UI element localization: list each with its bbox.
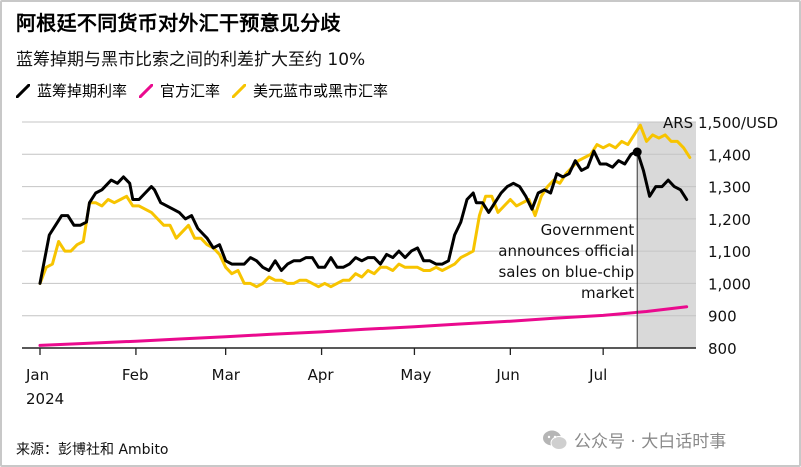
legend-line-icon xyxy=(139,83,154,98)
y-tick-label: 1,100 xyxy=(708,243,751,261)
legend-line-icon xyxy=(16,83,30,98)
x-tick-label: Jan xyxy=(25,366,49,384)
watermark-text: 公众号 · 大白话时事 xyxy=(574,432,727,452)
annotation-text: announces official xyxy=(498,242,634,260)
x-tick-label: Mar xyxy=(212,366,241,384)
annotation-text: sales on blue-chip xyxy=(498,263,634,281)
legend-label: 美元蓝市或黑市汇率 xyxy=(253,82,389,100)
x-year-label: 2024 xyxy=(26,390,64,408)
annotation-text: Government xyxy=(541,221,635,239)
chart-subtitle: 蓝筹掉期与黑市比索之间的利差扩大至约 10% xyxy=(16,50,366,70)
y-tick-label: 1,200 xyxy=(708,211,751,229)
series-line-blue-market xyxy=(38,123,692,289)
y-tick-label: 1,000 xyxy=(708,275,751,293)
series-line-official xyxy=(38,305,689,347)
legend-item-blue-chip: 蓝筹掉期利率 xyxy=(16,80,127,101)
wechat-icon xyxy=(543,430,568,450)
x-tick-label: May xyxy=(400,366,431,384)
y-tick-label: 800 xyxy=(708,340,737,358)
source-note: 来源：彭博社和 Ambito xyxy=(16,442,169,458)
legend-label: 蓝筹掉期利率 xyxy=(37,82,128,100)
y-tick-label: 1,300 xyxy=(708,179,751,197)
legend-item-blue-market: 美元蓝市或黑市汇率 xyxy=(232,80,388,101)
legend-item-official: 官方汇率 xyxy=(139,80,220,101)
annotation-dot xyxy=(632,147,642,157)
x-tick-label: Jul xyxy=(588,366,607,384)
x-tick-label: Jun xyxy=(495,366,519,384)
legend-label: 官方汇率 xyxy=(160,82,221,100)
legend: 蓝筹掉期利率 官方汇率 美元蓝市或黑市汇率 xyxy=(16,80,400,101)
x-tick-label: Apr xyxy=(308,366,335,384)
chart-title: 阿根廷不同货币对外汇干预意见分歧 xyxy=(16,11,341,35)
y-tick-label: 1,400 xyxy=(708,146,751,164)
annotation-text: market xyxy=(581,284,634,302)
x-tick-label: Feb xyxy=(122,366,149,384)
series-line-blue-chip xyxy=(38,149,689,285)
y-unit-label: ARS 1,500/USD xyxy=(663,114,778,132)
watermark: 公众号 · 大白话时事 xyxy=(542,427,726,452)
y-tick-label: 900 xyxy=(708,308,737,326)
legend-line-icon xyxy=(232,83,247,98)
